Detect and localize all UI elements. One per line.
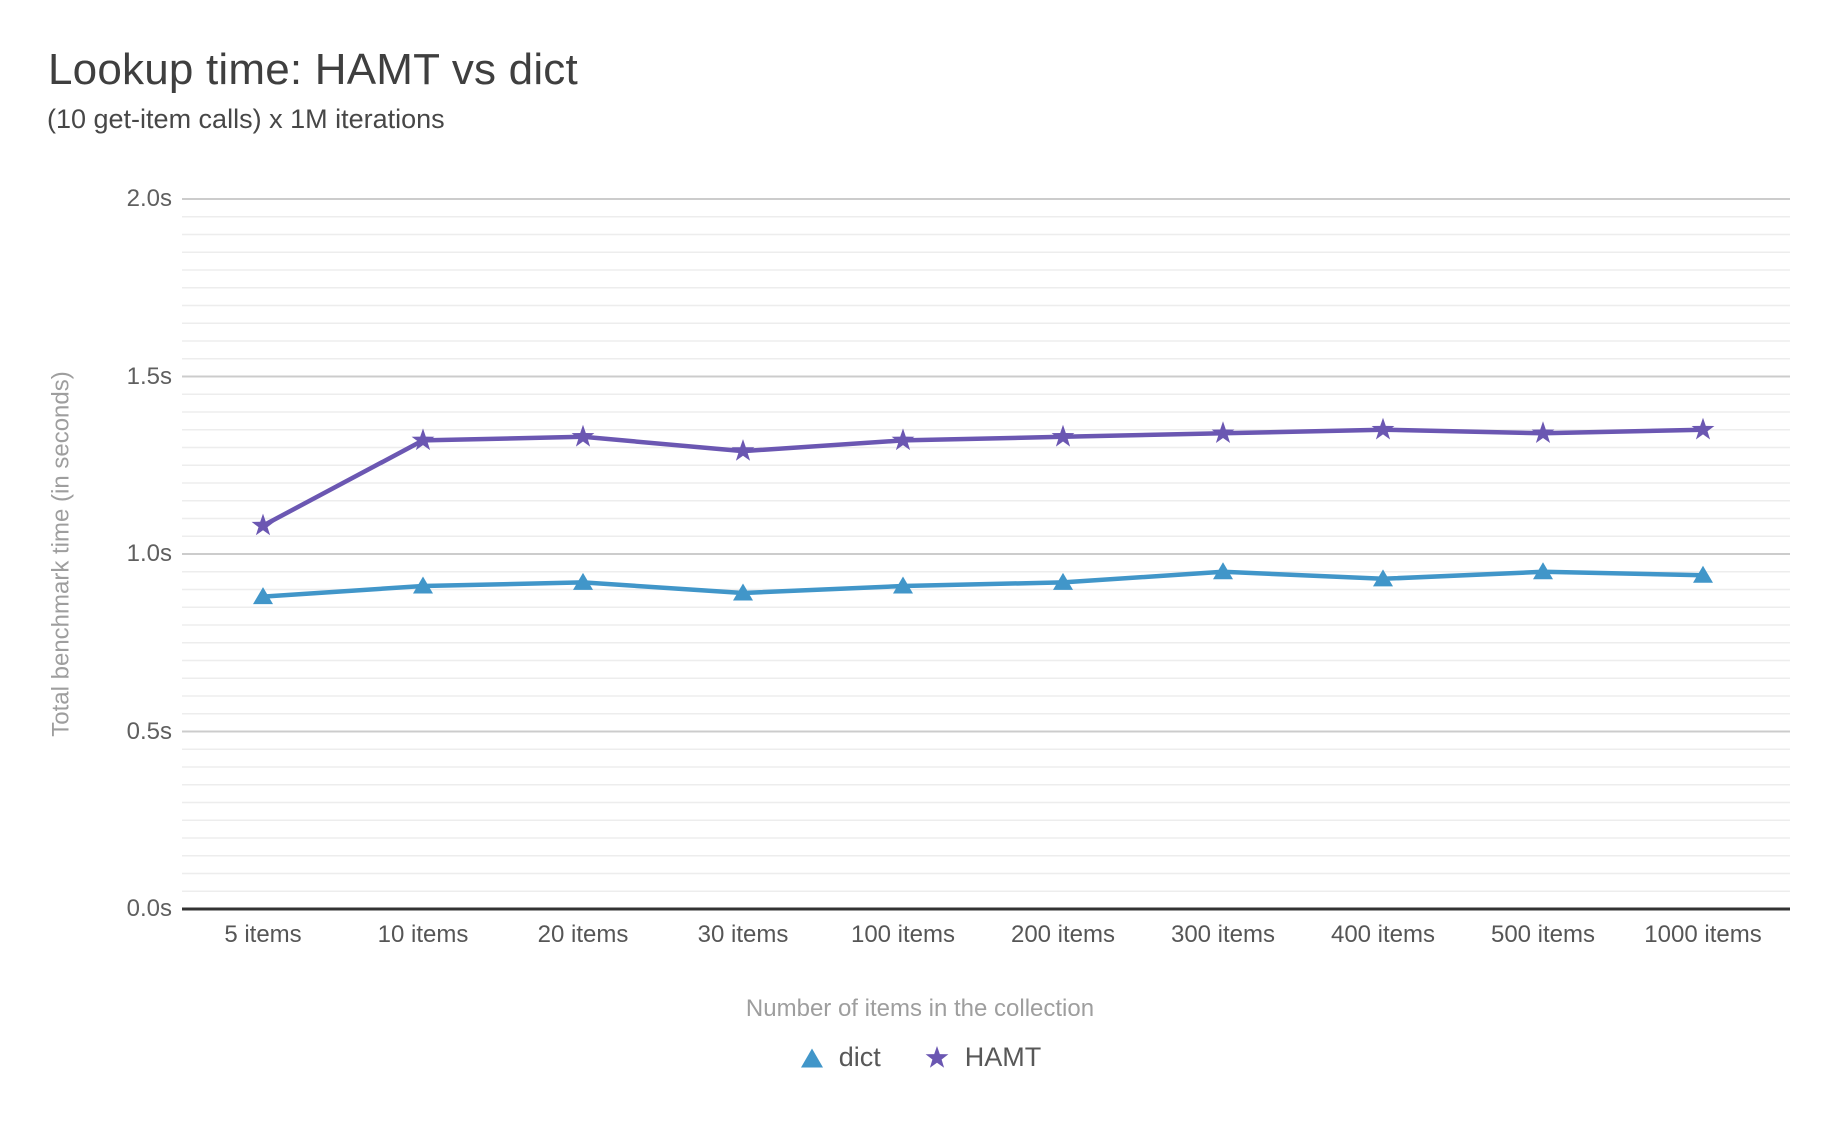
x-tick-label: 20 items [537, 921, 629, 948]
chart-title: Lookup time: HAMT vs dict [48, 45, 578, 94]
legend-label-dict: dict [838, 1042, 881, 1072]
y-tick-label: 0.0s [126, 895, 172, 922]
x-axis-title: Number of items in the collection [745, 995, 1095, 1022]
y-tick-label: 0.5s [126, 717, 172, 745]
x-tick-label: 400 items [1330, 921, 1436, 948]
star-marker-icon [925, 1045, 949, 1068]
x-tick-label: 100 items [850, 921, 956, 948]
legend-item-dict[interactable]: dict [799, 1042, 881, 1073]
x-tick-label: 200 items [1010, 921, 1116, 948]
legend: dict HAMT [0, 1042, 1840, 1073]
y-tick-label: 1.0s [126, 540, 172, 567]
x-tick-label: 300 items [1170, 921, 1276, 948]
x-tick-label: 10 items [377, 921, 469, 948]
y-tick-label: 1.5s [126, 362, 172, 390]
legend-label-hamt: HAMT [964, 1042, 1042, 1072]
x-tick-label: 5 items [224, 921, 302, 948]
chart-subtitle: (10 get-item calls) x 1M iterations [47, 104, 445, 134]
x-tick-label: 500 items [1490, 921, 1596, 948]
legend-item-hamt[interactable]: HAMT [923, 1042, 1042, 1073]
x-tick-label: 30 items [697, 921, 789, 948]
x-tick-label: 1000 items [1644, 921, 1762, 948]
triangle-marker-icon [800, 1048, 823, 1067]
y-tick-label: 2.0s [126, 185, 172, 212]
